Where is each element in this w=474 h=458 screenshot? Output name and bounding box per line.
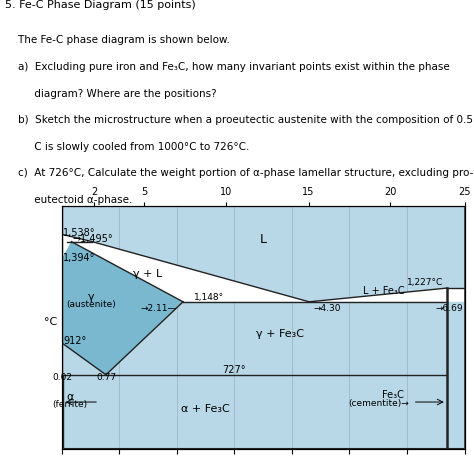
Text: a)  Excluding pure iron and Fe₃C, how many invariant points exist within the pha: a) Excluding pure iron and Fe₃C, how man…: [5, 62, 449, 72]
Polygon shape: [62, 242, 183, 375]
Text: L: L: [260, 233, 266, 245]
Text: 1,538°: 1,538°: [64, 228, 96, 238]
Text: eutectoid α-phase.: eutectoid α-phase.: [5, 195, 132, 205]
Text: C is slowly cooled from 1000°C to 726°C.: C is slowly cooled from 1000°C to 726°C.: [5, 142, 249, 152]
Text: L + Fe₃C: L + Fe₃C: [363, 286, 405, 296]
Text: 1,394°: 1,394°: [64, 253, 96, 263]
Polygon shape: [72, 242, 309, 302]
Text: Fe₃C: Fe₃C: [382, 390, 403, 400]
Text: 5. Fe-C Phase Diagram (15 points): 5. Fe-C Phase Diagram (15 points): [5, 0, 195, 10]
Text: 1,227°C: 1,227°C: [407, 278, 443, 287]
Text: (cementite)→: (cementite)→: [348, 399, 409, 408]
Text: α + Fe₃C: α + Fe₃C: [181, 404, 230, 414]
Text: 0.02: 0.02: [53, 373, 73, 382]
Text: b)  Sketch the microstructure when a proeutectic austenite with the composition : b) Sketch the microstructure when a proe…: [5, 115, 474, 125]
Polygon shape: [309, 288, 465, 302]
Text: →2.11—: →2.11—: [140, 304, 177, 313]
Text: 1,148°: 1,148°: [194, 293, 224, 302]
Text: γ + Fe₃C: γ + Fe₃C: [256, 329, 304, 339]
Text: α: α: [66, 392, 74, 402]
Text: →4.30: →4.30: [314, 304, 341, 313]
Text: The Fe-C phase diagram is shown below.: The Fe-C phase diagram is shown below.: [5, 35, 229, 45]
Polygon shape: [62, 234, 92, 259]
Y-axis label: °C: °C: [44, 317, 57, 327]
Text: γ: γ: [88, 292, 95, 302]
Text: →1,495°: →1,495°: [73, 234, 113, 244]
Text: 727°: 727°: [222, 365, 246, 376]
Text: (austenite): (austenite): [67, 300, 117, 310]
Text: (ferrite): (ferrite): [53, 400, 88, 409]
Text: c)  At 726°C, Calculate the weight portion of α-phase lamellar structure, exclud: c) At 726°C, Calculate the weight portio…: [5, 169, 473, 178]
Text: →6.69: →6.69: [436, 304, 464, 313]
Text: diagram? Where are the positions?: diagram? Where are the positions?: [5, 89, 216, 98]
Text: 0.77: 0.77: [96, 373, 116, 382]
Text: γ + L: γ + L: [133, 269, 163, 279]
Text: 912°: 912°: [64, 336, 87, 346]
